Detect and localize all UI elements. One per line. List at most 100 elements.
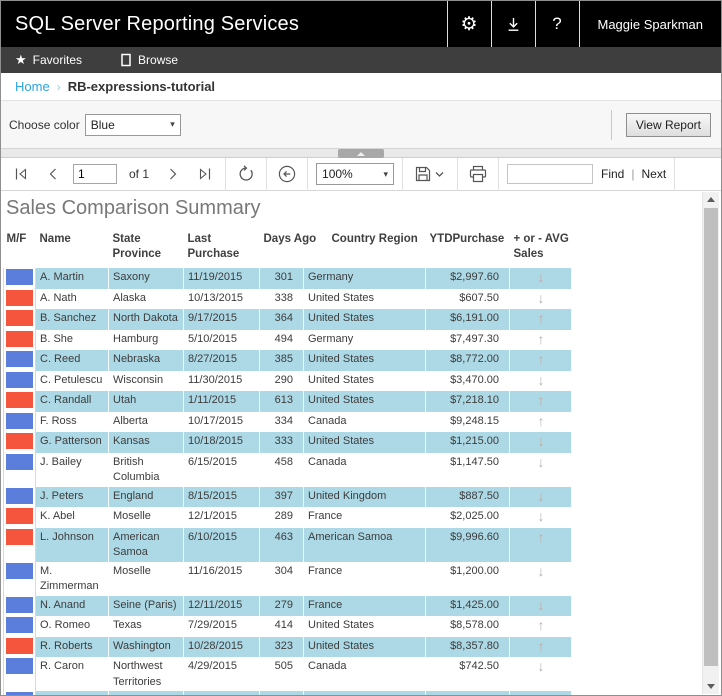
breadcrumb-home-link[interactable]: Home [15, 79, 50, 94]
days-ago-cell: 414 [259, 616, 304, 637]
last-purchase-cell: 9/17/2015 [183, 309, 260, 330]
nav-favorites[interactable]: ★ Favorites [15, 51, 82, 68]
mf-cell [3, 595, 36, 616]
next-link[interactable]: Next [641, 167, 667, 181]
vertical-scrollbar[interactable] [702, 192, 719, 694]
trend-up-icon: ↑ [538, 692, 545, 695]
scrollbar-thumb[interactable] [704, 208, 718, 666]
name-cell: N. Anand [35, 595, 109, 616]
state-cell: Nebraska [108, 350, 184, 371]
find-input[interactable] [507, 164, 594, 184]
export-group [403, 158, 457, 190]
report-title: Sales Comparison Summary [6, 197, 261, 219]
trend-cell: ↑ [509, 411, 572, 432]
toolbar-separator [498, 157, 500, 191]
color-parameter-select[interactable]: Blue ▾ [84, 113, 181, 136]
name-cell: F. Ross [35, 411, 109, 432]
days-ago-cell: 463 [259, 527, 304, 562]
first-page-button[interactable] [9, 162, 33, 186]
refresh-button[interactable] [234, 162, 258, 186]
nav-browse[interactable]: Browse [120, 53, 178, 67]
last-purchase-cell: 7/3/2015 [183, 691, 260, 695]
name-cell: L. Johnson [35, 527, 109, 562]
table-row: K. Abel Moselle 12/1/2015 289 France $2,025.0… [3, 507, 572, 528]
splitter-collapse-handle[interactable] [338, 149, 384, 158]
settings-button[interactable]: ⚙ [446, 1, 491, 47]
table-row: C. Reed Nebraska 8/27/2015 385 United States… [3, 350, 572, 371]
star-icon: ★ [15, 51, 27, 67]
color-swatch-red [6, 330, 33, 347]
choose-color-label: Choose color [9, 117, 80, 132]
mf-cell [3, 370, 36, 391]
mf-cell [3, 507, 36, 528]
ytd-cell: $607.50 [425, 288, 510, 309]
table-row: B. She Hamburg 5/10/2015 494 Germany $7,497.3… [3, 329, 572, 350]
chevron-down-icon: ▾ [170, 119, 175, 129]
first-page-icon [15, 168, 27, 180]
ytd-cell: $742.50 [425, 657, 510, 691]
browse-icon [121, 53, 131, 67]
days-ago-cell: 440 [259, 691, 304, 695]
country-cell: United States [303, 350, 426, 371]
name-cell: A. Martin [35, 268, 109, 289]
next-page-button[interactable] [161, 162, 185, 186]
find-next-controls: Find | Next [601, 167, 666, 181]
mf-cell [3, 329, 36, 350]
find-link[interactable]: Find [601, 167, 625, 181]
print-group [458, 158, 498, 190]
table-row: L. Johnson American Samoa 6/10/2015 463 Amer… [3, 527, 572, 562]
previous-page-button[interactable] [41, 162, 65, 186]
user-menu[interactable]: Maggie Sparkman [578, 1, 722, 47]
name-cell: W. Pal [35, 691, 109, 695]
table-row: B. Sanchez North Dakota 9/17/2015 364 United… [3, 309, 572, 330]
zoom-group: 100% ▾ [308, 158, 402, 190]
toolbar-separator [402, 157, 404, 191]
country-cell: France [303, 561, 426, 596]
trend-cell: ↓ [509, 561, 572, 596]
back-to-parent-button[interactable] [275, 162, 299, 186]
toolbar-separator [225, 157, 227, 191]
scroll-down-button[interactable] [703, 679, 719, 694]
color-swatch-blue [6, 453, 33, 470]
trend-cell: ↑ [509, 309, 572, 330]
mf-cell [3, 616, 36, 637]
color-swatch-blue [6, 596, 33, 613]
view-report-button[interactable]: View Report [625, 112, 711, 137]
export-button[interactable] [411, 162, 449, 186]
country-cell: Canada [303, 657, 426, 691]
chevron-down-icon: ▾ [383, 168, 389, 179]
refresh-icon [239, 165, 253, 181]
color-swatch-blue [6, 351, 33, 367]
mf-cell [3, 486, 36, 507]
trend-cell: ↓ [509, 370, 572, 391]
last-purchase-cell: 7/29/2015 [183, 616, 260, 637]
days-ago-cell: 613 [259, 391, 304, 412]
page-number-input[interactable] [73, 164, 117, 184]
mf-cell [3, 636, 36, 657]
last-page-button[interactable] [193, 162, 217, 186]
print-button[interactable] [466, 162, 490, 186]
download-button[interactable] [490, 1, 535, 47]
zoom-select[interactable]: 100% ▾ [316, 163, 395, 185]
pagination-group: of 1 [1, 158, 225, 190]
col-header-last-purchase: Last Purchase [187, 233, 240, 260]
last-purchase-cell: 12/11/2015 [183, 595, 260, 616]
trend-down-icon: ↓ [537, 562, 545, 579]
table-row: G. Patterson Kansas 10/18/2015 333 United St… [3, 432, 572, 453]
color-swatch-red [6, 637, 33, 654]
days-ago-cell: 323 [259, 636, 304, 657]
trend-down-icon: ↓ [537, 289, 545, 306]
last-purchase-cell: 11/30/2015 [183, 370, 260, 391]
col-header-name: Name [39, 233, 71, 245]
table-row: N. Anand Seine (Paris) 12/11/2015 279 France… [3, 595, 572, 616]
name-cell: J. Peters [35, 486, 109, 507]
name-cell: O. Romeo [35, 616, 109, 637]
state-cell: Seine (Paris) [108, 595, 184, 616]
ytd-cell: $9,248.15 [425, 411, 510, 432]
col-header-avg-sales: + or - AVG Sales [513, 233, 569, 260]
scroll-up-button[interactable] [703, 192, 719, 207]
trend-down-icon: ↓ [537, 371, 545, 388]
ytd-cell: $5,747.25 [425, 691, 510, 695]
help-button[interactable]: ? [534, 1, 579, 47]
